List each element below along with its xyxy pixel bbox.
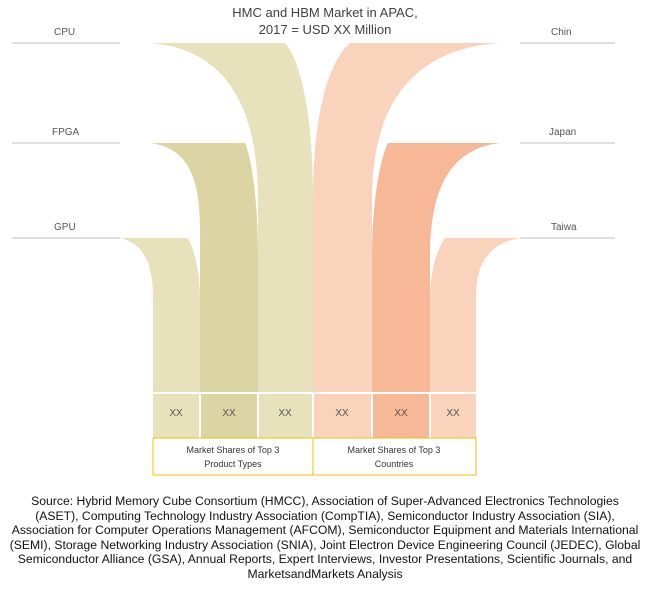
- label-china: Chin: [551, 27, 572, 38]
- group-product-line-1: Market Shares of Top 3: [187, 445, 280, 455]
- market-diagram: CPU FPGA GPU Chin Japan Taiwa XX XX XX X…: [12, 27, 640, 476]
- cell-value-japan: XX: [394, 408, 408, 419]
- cell-taiwan: [430, 393, 476, 438]
- group-countries-line-2: Countries: [375, 459, 414, 469]
- leaf-fpga: [12, 143, 258, 393]
- label-fpga: FPGA: [52, 127, 80, 138]
- cell-cpu: [153, 393, 200, 438]
- cell-value-china: XX: [335, 408, 349, 419]
- cell-gpu: [258, 393, 313, 438]
- leaf-china: [313, 43, 640, 393]
- cell-value-gpu: XX: [278, 408, 292, 419]
- label-japan: Japan: [549, 127, 576, 138]
- group-countries-line-1: Market Shares of Top 3: [348, 445, 441, 455]
- cell-fpga: [200, 393, 258, 438]
- label-taiwan: Taiwa: [551, 222, 577, 233]
- group-box-countries: [312, 437, 477, 476]
- title-line-1: HMC and HBM Market in APAC,: [232, 5, 418, 20]
- source-note: Source: Hybrid Memory Cube Consortium (H…: [9, 494, 641, 581]
- group-box-product-types: [152, 437, 314, 476]
- diagram-title: HMC and HBM Market in APAC, 2017 = USD X…: [0, 4, 650, 38]
- cell-value-fpga: XX: [222, 408, 236, 419]
- cell-china: [313, 393, 372, 438]
- title-line-2: 2017 = USD XX Million: [258, 22, 392, 37]
- cell-value-cpu: XX: [169, 408, 183, 419]
- leaf-japan: [372, 143, 640, 393]
- cell-japan: [372, 393, 430, 438]
- cell-value-taiwan: XX: [446, 408, 460, 419]
- label-gpu: GPU: [54, 222, 76, 233]
- label-cpu: CPU: [54, 27, 75, 38]
- leaf-gpu: [12, 238, 200, 393]
- leaf-cpu: [12, 43, 313, 393]
- leaf-taiwan: [430, 238, 640, 393]
- group-product-line-2: Product Types: [204, 459, 262, 469]
